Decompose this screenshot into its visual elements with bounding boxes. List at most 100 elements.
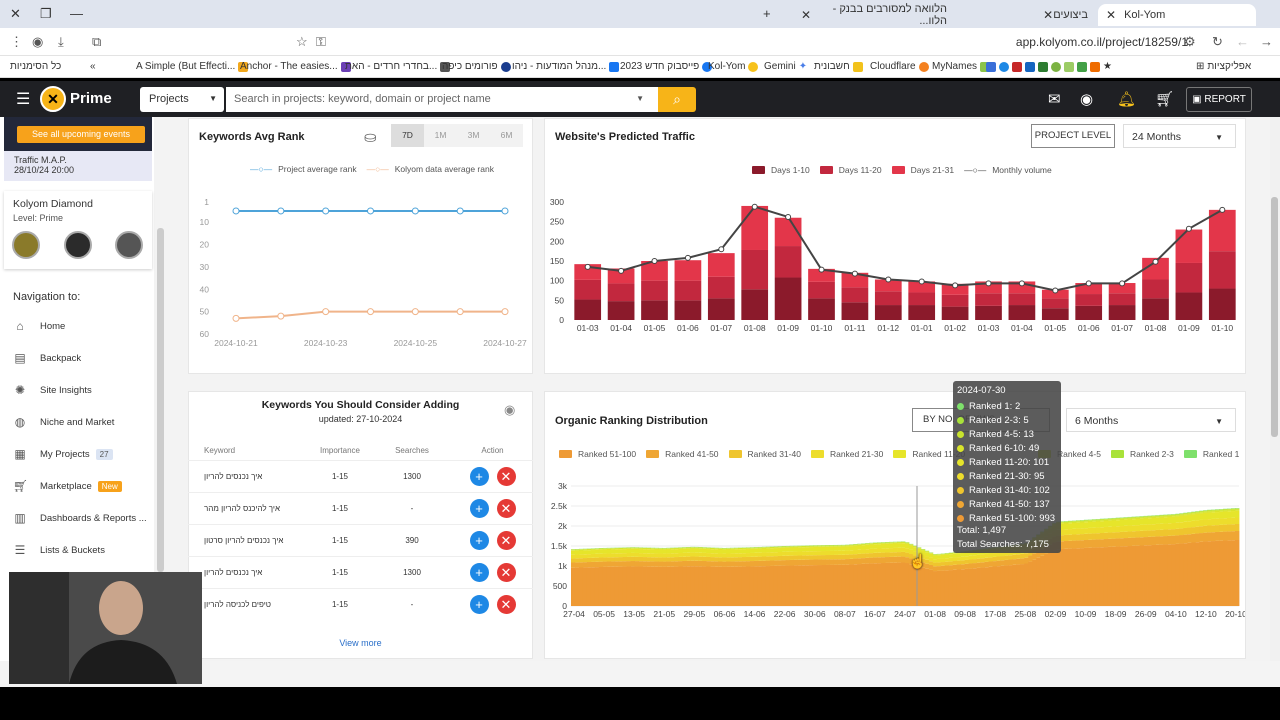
cart-icon[interactable]: 🛒︎ xyxy=(1155,91,1175,108)
window-minimize-icon[interactable]: — xyxy=(70,6,83,21)
traffic-map-card[interactable]: Traffic M.A.P. 28/10/24 20:00 xyxy=(4,151,152,181)
badge-icon[interactable] xyxy=(64,231,92,259)
badge-icon[interactable] xyxy=(115,231,143,259)
bookmark-icons-group[interactable]: ★ xyxy=(986,61,1112,72)
legend-ranked-2-3[interactable]: Ranked 2-3 xyxy=(1129,449,1174,459)
area-slice xyxy=(817,551,822,556)
legend-ranked-41-50[interactable]: Ranked 41-50 xyxy=(665,449,719,459)
project-level-button[interactable]: PROJECT LEVEL xyxy=(1031,124,1115,148)
bookmark-star-icon[interactable]: ☆ xyxy=(296,34,308,49)
search-input[interactable]: Search in projects: keyword, domain or p… xyxy=(226,87,658,112)
organic-period-select[interactable]: 6 Months ▼ xyxy=(1066,408,1236,432)
legend-ranked-51-100[interactable]: Ranked 51-100 xyxy=(578,449,637,459)
extension-icon[interactable]: ⧉ xyxy=(92,34,102,49)
bookmark-item[interactable]: פורומים כיפה xyxy=(442,61,511,72)
sidebar-item-niche[interactable]: ◍ Niche and Market xyxy=(14,415,115,429)
remove-keyword-button[interactable]: ✕ xyxy=(496,562,516,582)
menu-dots-icon[interactable]: ⋮ xyxy=(10,34,23,49)
profile-icon[interactable]: ◉ xyxy=(32,34,44,49)
remove-keyword-button[interactable]: ✕ xyxy=(496,498,516,518)
view-more-link[interactable]: View more xyxy=(339,638,382,648)
remove-keyword-button[interactable]: ✕ xyxy=(496,466,516,486)
sidebar-item-projects[interactable]: ▦ My Projects 27 xyxy=(13,447,113,461)
traffic-period-select[interactable]: 24 Months ▼ xyxy=(1123,124,1236,148)
search-button[interactable]: ⌕ xyxy=(658,87,696,112)
area-slice xyxy=(1079,521,1085,523)
data-point xyxy=(584,263,591,270)
key-icon[interactable]: ⚿ xyxy=(316,34,326,49)
legend-ranked-21-30[interactable]: Ranked 21-30 xyxy=(829,449,884,459)
url-field[interactable]: app.kolyom.co.il/project/18259/1 xyxy=(1015,35,1188,49)
window-close-icon[interactable]: ✕ xyxy=(10,6,21,21)
tab-loan[interactable]: הלוואה למסורבים בבנק - הלוו... ✕ xyxy=(785,3,955,27)
legend-ranked-11-20[interactable]: Ranked 11-20 xyxy=(912,449,966,459)
bookmark-item[interactable]: Gemini ✦ xyxy=(764,61,808,72)
sidebar-item-marketplace[interactable]: 🛒︎ Marketplace New xyxy=(13,479,122,493)
tab-kolyom[interactable]: ✕ Kol-Yom xyxy=(1098,4,1256,26)
sidebar-item-backpack[interactable]: ▤ Backpack xyxy=(14,351,82,365)
hamburger-menu-icon[interactable]: ☰ xyxy=(16,91,31,108)
tab-performance[interactable]: ביצועים ✕ xyxy=(960,4,1096,26)
sidebar-item-dashboards[interactable]: ▥ Dashboards & Reports ... xyxy=(14,511,147,525)
range-7d-button[interactable]: 7D xyxy=(391,124,424,147)
sidebar-item-lists[interactable]: ☰ Lists & Buckets xyxy=(14,543,105,557)
legend-days-1-10[interactable]: Days 1-10 xyxy=(771,165,810,175)
account-icon[interactable]: ◉ xyxy=(1080,91,1094,108)
area-slice xyxy=(686,547,691,548)
legend-ranked-1[interactable]: Ranked 1 xyxy=(1202,449,1240,459)
chevron-left-icon[interactable]: « xyxy=(90,61,96,72)
add-keyword-button[interactable]: + xyxy=(469,562,489,582)
badge-icon[interactable] xyxy=(12,231,40,259)
legend-days-21-31[interactable]: Days 21-31 xyxy=(910,165,955,175)
report-button[interactable]: ▣ REPORT xyxy=(1186,87,1252,112)
bookmark-item[interactable]: פייסבוק חדש 2023 xyxy=(620,61,713,72)
tab-close-icon[interactable]: ✕ xyxy=(801,8,812,22)
tab-close-icon[interactable]: ✕ xyxy=(1043,8,1054,22)
page-scrollbar[interactable] xyxy=(1270,117,1280,661)
sidebar-scrollbar[interactable] xyxy=(157,228,164,572)
bookmark-item[interactable]: חשבונית xyxy=(814,61,863,72)
scrollbar-thumb[interactable] xyxy=(1271,197,1278,437)
range-1m-button[interactable]: 1M xyxy=(424,124,457,147)
bookmark-item[interactable]: Kol-Yom xyxy=(708,61,759,72)
legend-monthly-volume[interactable]: Monthly volume xyxy=(992,165,1052,175)
tab-close-icon[interactable]: ✕ xyxy=(1106,8,1117,22)
bookmark-item[interactable]: Cloudflare xyxy=(870,61,929,72)
tune-icon[interactable]: ⚙ xyxy=(1184,34,1196,49)
add-keyword-button[interactable]: + xyxy=(469,498,489,518)
bookmark-item[interactable]: Anchor - The easies... xyxy=(240,61,351,72)
bookmark-item[interactable]: בחדרי חרדים - האת... xyxy=(345,61,451,72)
legend-kolyom-rank[interactable]: Kolyom data average rank xyxy=(394,164,494,174)
add-keyword-button[interactable]: + xyxy=(469,466,489,486)
project-select[interactable]: Projects ▼ xyxy=(140,87,224,112)
bookmark-item[interactable]: מנהל המודעות - ניהו... xyxy=(512,61,620,72)
prime-logo-icon[interactable]: ✕ xyxy=(40,86,66,112)
bookmark-item[interactable]: A Simple (But Effecti... xyxy=(136,61,249,72)
sidebar-item-home[interactable]: ⌂ Home xyxy=(13,319,65,333)
legend-ranked-4-5[interactable]: Ranked 4-5 xyxy=(1057,449,1101,459)
bucket-icon[interactable]: ⛀ xyxy=(364,129,377,146)
download-icon[interactable]: ⤓ xyxy=(58,34,64,49)
mail-icon[interactable]: ✉ xyxy=(1048,91,1061,108)
eye-icon[interactable]: ◉ xyxy=(504,402,516,417)
add-keyword-button[interactable]: + xyxy=(469,530,489,550)
forward-icon[interactable]: ← xyxy=(1236,34,1249,49)
remove-keyword-button[interactable]: ✕ xyxy=(496,530,516,550)
remove-keyword-button[interactable]: ✕ xyxy=(496,594,516,614)
new-tab-icon[interactable]: + xyxy=(763,6,771,21)
bookmark-item[interactable]: MyNames xyxy=(932,61,991,72)
back-icon[interactable]: → xyxy=(1260,34,1273,49)
sidebar-item-site-insights[interactable]: ✺ Site Insights xyxy=(14,383,92,397)
legend-days-11-20[interactable]: Days 11-20 xyxy=(838,165,882,175)
range-3m-button[interactable]: 3M xyxy=(457,124,490,147)
see-events-button[interactable]: See all upcoming events xyxy=(17,126,145,143)
add-keyword-button[interactable]: + xyxy=(469,594,489,614)
bell-icon[interactable]: 🔔︎ xyxy=(1117,91,1137,108)
legend-project-rank[interactable]: Project average rank xyxy=(278,164,357,174)
reload-icon[interactable]: ↻ xyxy=(1212,34,1223,49)
bookmark-item[interactable]: כל הסימניות xyxy=(10,61,62,72)
range-6m-button[interactable]: 6M xyxy=(490,124,523,147)
apps-icon[interactable]: ⊞ אפליקציות xyxy=(1196,61,1252,72)
window-restore-icon[interactable]: ❐ xyxy=(40,6,52,21)
legend-ranked-31-40[interactable]: Ranked 31-40 xyxy=(747,449,801,459)
